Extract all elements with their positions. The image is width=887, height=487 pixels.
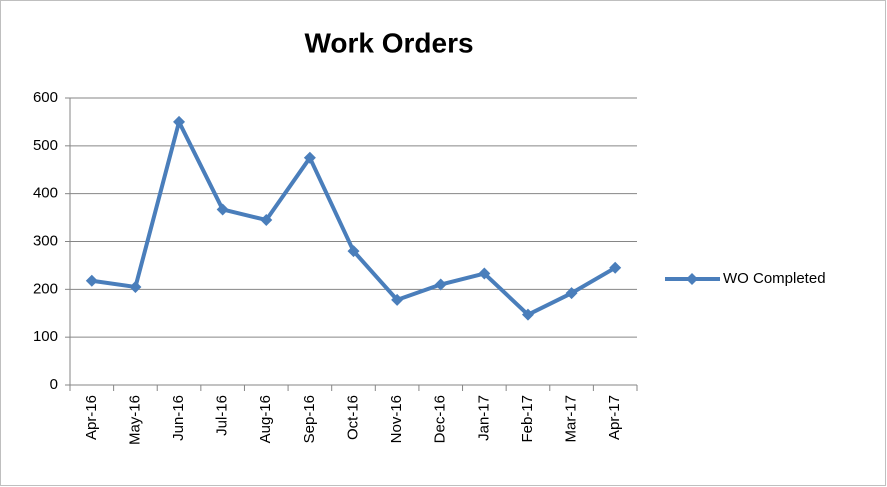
x-tick-label: Jul-16 [214,395,231,436]
x-tick-label: Nov-16 [388,395,405,443]
x-tick-label: Sep-16 [301,395,318,443]
x-tick-label: Apr-16 [83,395,100,440]
y-tick-label: 600 [33,89,58,106]
legend-label: WO Completed [723,270,826,287]
x-tick-label: Feb-17 [519,395,536,443]
x-tick-label: May-16 [126,395,143,445]
data-point [260,213,273,226]
x-tick-label: Aug-16 [257,395,274,443]
data-point [609,261,622,274]
data-point [521,308,534,321]
y-tick-label: 300 [33,232,58,249]
y-tick-label: 0 [50,376,58,393]
data-point [391,293,404,306]
x-tick-label: Oct-16 [344,395,361,440]
data-point [173,115,186,128]
data-point [478,267,491,280]
x-tick-label: Apr-17 [606,395,623,440]
data-point [347,245,360,258]
data-point [434,278,447,291]
x-tick-label: Mar-17 [563,395,580,443]
data-point [85,274,98,287]
y-tick-label: 200 [33,280,58,297]
x-tick-label: Dec-16 [432,395,449,443]
legend-marker [686,273,698,285]
y-tick-label: 400 [33,185,58,202]
chart-title: Work Orders [304,27,473,58]
data-point [565,287,578,300]
y-tick-label: 100 [33,328,58,345]
data-point [129,280,142,293]
data-point [216,203,229,216]
x-tick-label: Jan-17 [475,395,492,441]
y-tick-label: 500 [33,137,58,154]
x-tick-label: Jun-16 [170,395,187,441]
data-point [303,151,316,164]
